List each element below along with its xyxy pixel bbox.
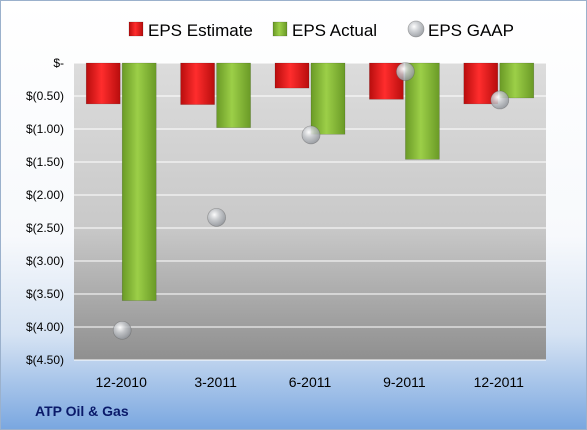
company-label: ATP Oil & Gas [35, 403, 129, 419]
y-tick-label: $(4.00) [26, 320, 64, 334]
y-tick-label: $- [53, 56, 64, 70]
bar-eps-estimate [274, 62, 310, 89]
y-tick-label: $(4.50) [26, 353, 64, 367]
marker-eps-gaap [301, 125, 321, 145]
bar-eps-actual [310, 62, 346, 135]
legend-label: EPS GAAP [428, 21, 514, 40]
bar-eps-estimate [180, 62, 215, 105]
y-tick-label: $(1.00) [26, 122, 64, 136]
y-tick-label: $(1.50) [26, 155, 64, 169]
marker-eps-gaap [490, 90, 510, 110]
y-tick-label: $(0.50) [26, 89, 64, 103]
x-tick-label: 12-2010 [96, 374, 148, 390]
marker-eps-gaap [112, 320, 132, 340]
legend-swatch [272, 21, 288, 37]
bar-eps-actual [216, 62, 251, 128]
legend-label: EPS Actual [292, 21, 377, 40]
x-tick-label: 9-2011 [383, 374, 426, 390]
x-tick-label: 6-2011 [289, 374, 332, 390]
marker-eps-gaap [207, 208, 226, 227]
y-tick-label: $(3.50) [26, 287, 64, 301]
bar-eps-actual [499, 62, 535, 99]
bar-eps-estimate [85, 62, 121, 105]
legend-swatch [128, 21, 144, 37]
marker-eps-gaap [396, 62, 415, 81]
x-tick-label: 3-2011 [194, 374, 237, 390]
x-tick-label: 12-2011 [474, 374, 525, 390]
y-tick-label: $(2.00) [26, 188, 64, 202]
y-tick-label: $(3.00) [26, 254, 64, 268]
y-tick-label: $(2.50) [26, 221, 64, 235]
legend-swatch [407, 20, 425, 38]
legend-label: EPS Estimate [148, 21, 253, 40]
bar-eps-actual [121, 62, 157, 301]
bar-eps-actual [405, 62, 440, 160]
